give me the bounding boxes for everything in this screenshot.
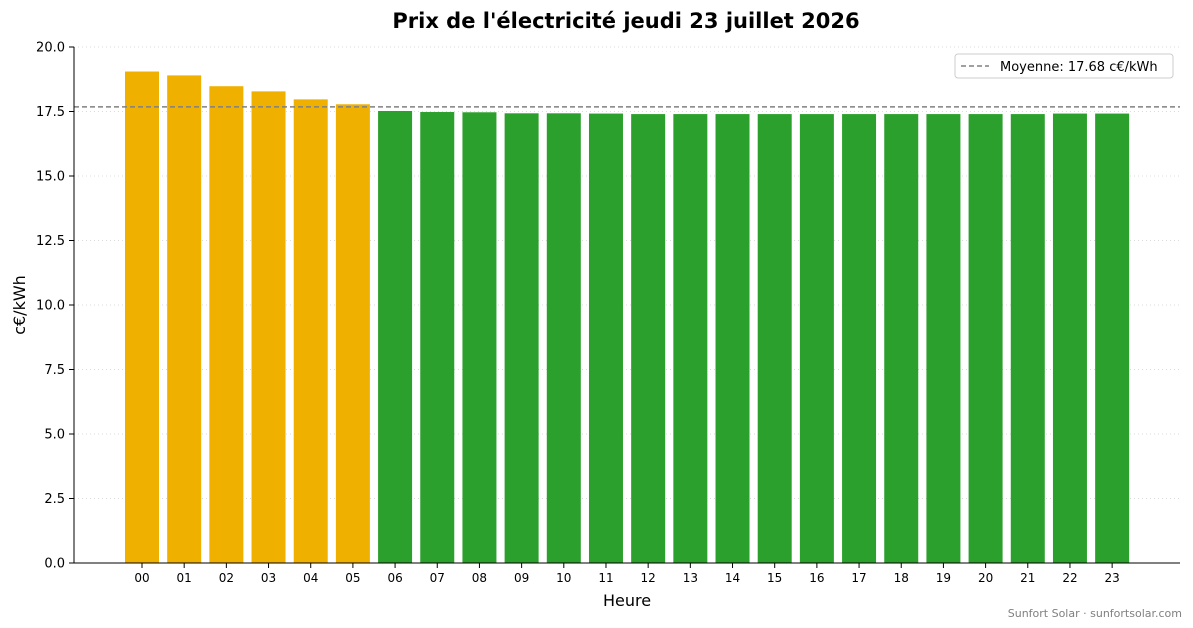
bar-18 — [884, 114, 919, 563]
bar-06 — [378, 110, 413, 563]
legend-box — [954, 53, 1174, 79]
x-tick-label: 11 — [598, 571, 613, 585]
y-tick-label: 20.0 — [36, 41, 65, 56]
chart-title: Prix de l'électricité jeudi 23 juillet 2… — [392, 9, 859, 33]
bar-23 — [1095, 113, 1130, 564]
bar-15 — [757, 114, 792, 563]
bar-11 — [588, 113, 623, 564]
bar-05 — [335, 104, 370, 563]
x-tick-label: 15 — [767, 571, 782, 585]
x-tick-label: 02 — [219, 571, 234, 585]
bar-00 — [125, 71, 159, 563]
bar-17 — [842, 114, 877, 563]
y-tick-label: 10.0 — [36, 299, 65, 314]
x-tick-label: 05 — [345, 571, 360, 585]
x-tick-label: 06 — [387, 571, 402, 585]
x-tick-label: 18 — [894, 571, 909, 585]
x-tick-label: 22 — [1062, 571, 1077, 585]
y-axis-label: c€/kWh — [10, 275, 29, 335]
y-tick-label: 0.0 — [44, 557, 65, 572]
bar-21 — [1010, 114, 1045, 563]
bar-19 — [926, 114, 961, 563]
bar-13 — [673, 114, 708, 563]
bars — [125, 71, 1130, 564]
y-tick-label: 2.5 — [44, 492, 65, 507]
bar-03 — [251, 91, 286, 563]
x-tick-label: 03 — [261, 571, 276, 585]
legend: Moyenne: 17.68 c€/kWh — [954, 53, 1174, 79]
bar-02 — [209, 86, 244, 563]
bar-01 — [167, 75, 202, 563]
x-tick-label: 13 — [683, 571, 698, 585]
x-tick-label: 09 — [514, 571, 529, 585]
x-tick-label: 10 — [556, 571, 571, 585]
bar-10 — [546, 113, 581, 563]
bar-12 — [631, 114, 666, 563]
x-tick-label: 21 — [1020, 571, 1035, 585]
x-ticks: 00 01 02 03 04 05 06 07 08 09 10 11 12 13 14 15 16 17 18 19… — [134, 563, 1120, 585]
x-axis-label: Heure — [603, 591, 651, 610]
bar-09 — [504, 113, 539, 563]
x-tick-label: 20 — [978, 571, 993, 585]
bar-16 — [799, 114, 834, 563]
footer-credit: Sunfort Solar · sunfortsolar.com — [1008, 607, 1182, 620]
bar-07 — [420, 112, 455, 564]
y-tick-label: 5.0 — [44, 428, 65, 443]
x-tick-label: 16 — [809, 571, 824, 585]
legend-average-label: Moyenne: 17.68 c€/kWh — [1000, 60, 1158, 75]
x-tick-label: 00 — [134, 571, 149, 585]
bar-08 — [462, 112, 497, 564]
y-ticks: 0.0 2.5 5.0 7.5 10.0 12.5 15.0 17.5 20.0 — [36, 41, 74, 572]
x-tick-label: 12 — [641, 571, 656, 585]
bar-20 — [968, 114, 1003, 563]
x-tick-label: 23 — [1104, 571, 1119, 585]
x-tick-label: 17 — [851, 571, 866, 585]
bar-22 — [1052, 113, 1087, 564]
bar-14 — [715, 114, 750, 563]
x-tick-label: 01 — [177, 571, 192, 585]
x-tick-label: 19 — [936, 571, 951, 585]
y-tick-label: 7.5 — [44, 363, 65, 378]
x-tick-label: 07 — [430, 571, 445, 585]
y-tick-label: 17.5 — [36, 105, 65, 120]
x-tick-label: 04 — [303, 571, 318, 585]
y-tick-label: 15.0 — [36, 170, 65, 185]
x-tick-label: 14 — [725, 571, 740, 585]
x-tick-label: 08 — [472, 571, 487, 585]
bar-04 — [293, 99, 328, 564]
y-tick-label: 12.5 — [36, 234, 65, 249]
